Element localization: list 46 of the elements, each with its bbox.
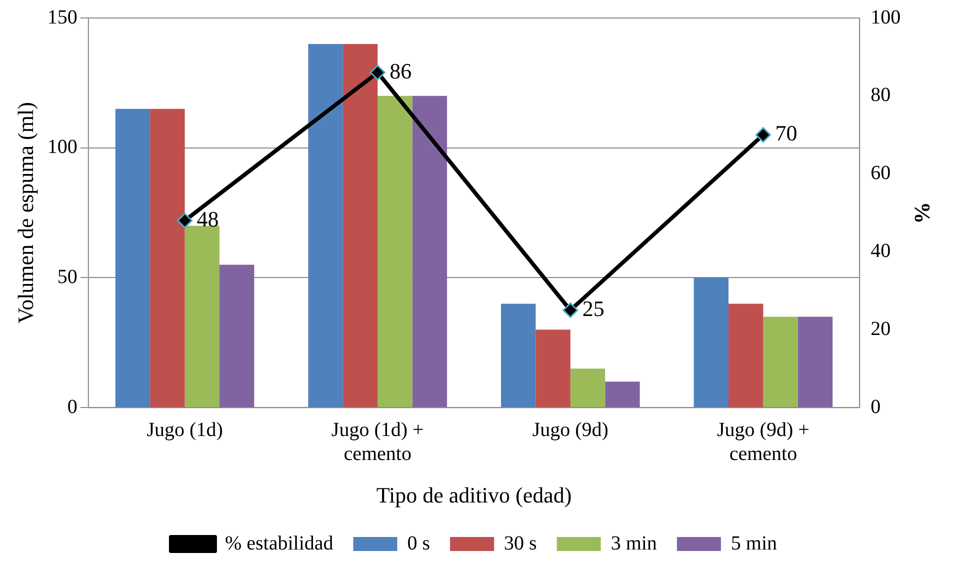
- y2-axis-title: %: [910, 202, 936, 224]
- legend-label: 3 min: [610, 532, 657, 554]
- bar: [605, 382, 640, 408]
- bar: [728, 304, 764, 408]
- y-axis-title: Volumen de espuma (ml): [12, 102, 38, 324]
- bar: [150, 108, 185, 408]
- bar: [798, 316, 833, 408]
- point: [370, 64, 386, 80]
- bar: [412, 96, 448, 408]
- y2-tick-label: 60: [870, 162, 891, 184]
- data-label: 25: [582, 296, 604, 321]
- bar: [694, 278, 728, 408]
- y2-tick-label: 20: [870, 318, 891, 340]
- bar: [570, 368, 606, 408]
- legend-label: 0 s: [407, 532, 430, 554]
- y2-tick-label: 80: [870, 84, 891, 106]
- y2-tick-label: 100: [870, 6, 901, 28]
- x-tick-label: Jugo (1d) + cemento: [331, 418, 424, 465]
- legend-label: 30 s: [504, 532, 538, 554]
- data-label: 86: [390, 58, 412, 84]
- y2-tick-label: 0: [870, 396, 881, 418]
- data-label: 48: [196, 206, 219, 232]
- y-tick-label: 100: [47, 136, 78, 158]
- bar: [342, 44, 378, 408]
- point: [562, 302, 578, 318]
- bar: [500, 304, 536, 408]
- bar: [115, 108, 150, 408]
- y2-tick-label: 40: [870, 240, 891, 262]
- x-axis-title: Tipo de aditivo (edad): [376, 482, 572, 508]
- bar: [763, 316, 798, 408]
- y-tick-label: 150: [47, 6, 78, 28]
- point: [755, 127, 771, 143]
- x-tick-label: Jugo (9d) + cemento: [717, 418, 810, 465]
- bar: [536, 330, 570, 408]
- bar: [378, 96, 412, 408]
- legend-label: 5 min: [730, 532, 778, 554]
- legend-label: % estabilidad: [224, 532, 334, 554]
- y-tick-label: 0: [67, 396, 78, 418]
- bar: [184, 226, 220, 408]
- data-label: 70: [775, 120, 798, 146]
- x-tick-label: Jugo (1d): [146, 418, 223, 441]
- bar: [308, 44, 343, 408]
- bar: [220, 264, 254, 408]
- x-tick-label: Jugo (9d): [532, 418, 608, 441]
- y-tick-label: 50: [57, 266, 78, 288]
- point: [177, 212, 193, 228]
